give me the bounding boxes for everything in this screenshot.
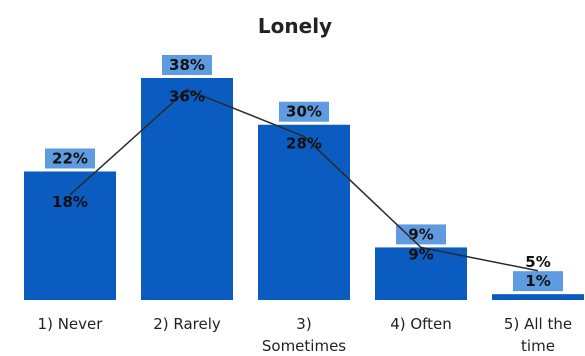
line-value-label-3: 28%	[286, 134, 322, 152]
bar-value-label-4: 9%	[408, 225, 433, 243]
bar-1	[24, 171, 116, 300]
bar-3	[258, 124, 350, 300]
category-label-1: 1) Never	[38, 315, 104, 333]
chart-title: Lonely	[258, 14, 332, 38]
category-label-4: 4) Often	[390, 315, 452, 333]
category-label-3-line-1: 3)	[296, 315, 311, 333]
line-value-label-5: 5%	[525, 253, 550, 271]
bar-label-bg-4	[396, 224, 446, 245]
bar-label-bg-1	[45, 148, 95, 169]
bar-value-label-1: 22%	[52, 149, 88, 167]
bar-label-bg-5	[513, 271, 563, 292]
line-value-label-1: 18%	[52, 193, 88, 211]
bars-group: 22% 38% 30% 9% 1%	[24, 55, 584, 300]
trend-line	[69, 88, 539, 272]
bar-4	[375, 247, 467, 300]
bar-label-bg-2	[162, 55, 212, 75]
bar-value-label-3: 30%	[286, 103, 322, 121]
bar-5	[492, 294, 584, 300]
bar-label-bg-3	[279, 101, 329, 122]
category-label-2: 2) Rarely	[153, 315, 221, 333]
line-value-label-2: 36%	[169, 88, 205, 106]
line-value-label-4: 9%	[408, 245, 433, 263]
category-label-3-line-2: Sometimes	[262, 337, 346, 355]
category-label-5-line-1: 5) All the	[504, 315, 572, 333]
bar-value-label-2: 38%	[169, 56, 205, 74]
bar-value-label-5: 1%	[525, 272, 550, 290]
bar-2	[141, 78, 233, 300]
trend-line-group: 18% 36% 28% 9% 5%	[52, 88, 551, 272]
category-label-5-line-2: time	[521, 337, 555, 355]
category-labels: 1) Never 2) Rarely 3) Sometimes 4) Often 5) A…	[38, 315, 573, 355]
